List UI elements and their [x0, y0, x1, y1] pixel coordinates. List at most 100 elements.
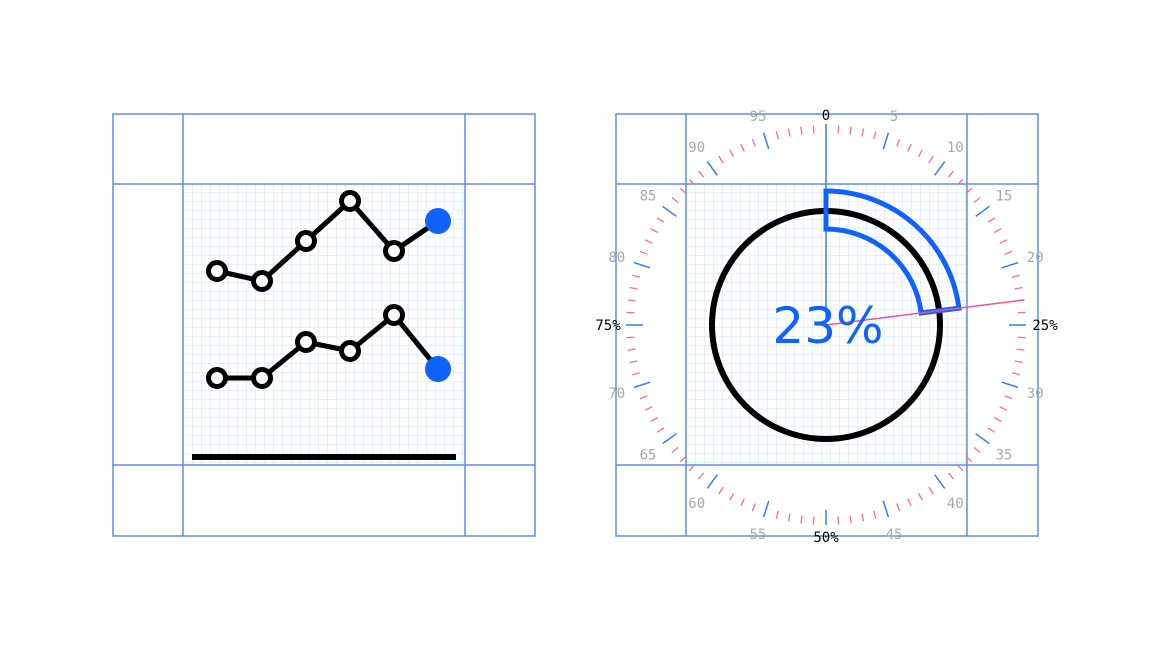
dial-major-tick — [706, 161, 718, 176]
dial-minor-tick — [896, 138, 901, 147]
dial-minor-tick — [873, 510, 877, 519]
dial-minor-tick — [632, 274, 641, 278]
dial-minor-tick — [812, 516, 815, 525]
dial-minor-tick — [812, 125, 815, 134]
dial-label-95: 95 — [750, 109, 767, 125]
dial-minor-tick — [837, 125, 840, 134]
series-point-marker — [339, 340, 361, 362]
dial-minor-tick — [644, 406, 653, 411]
dial-minor-tick — [751, 503, 756, 512]
dial-minor-tick — [907, 143, 912, 152]
dial-minor-tick — [800, 515, 803, 524]
dial-minor-tick — [627, 348, 636, 351]
dial-minor-tick — [849, 515, 852, 524]
dial-cardinal-label-50: 50% — [813, 530, 839, 546]
dial-minor-tick — [999, 406, 1008, 411]
dial-minor-tick — [639, 250, 648, 255]
line-chart-icon-spec — [112, 113, 536, 537]
dial-minor-tick — [775, 131, 779, 140]
dial-minor-tick — [718, 155, 724, 164]
dial-label-90: 90 — [688, 140, 705, 156]
dial-minor-tick — [965, 455, 973, 463]
dial-minor-tick — [800, 126, 803, 135]
dial-minor-tick — [947, 170, 955, 178]
series-point-marker — [251, 270, 273, 292]
series-point-marker — [383, 304, 405, 326]
dial-label-65: 65 — [640, 447, 657, 463]
dial-cardinal-label-25: 25% — [1032, 318, 1058, 334]
series-point-marker — [295, 331, 317, 353]
dial-minor-tick — [629, 360, 638, 364]
series-point-marker — [383, 240, 405, 262]
series-point-marker — [206, 260, 228, 282]
dial-major-tick — [882, 132, 890, 150]
dial-minor-tick — [632, 372, 641, 376]
dial-major-tick — [633, 381, 651, 389]
series-end-marker — [425, 356, 451, 382]
dial-label-80: 80 — [608, 250, 625, 266]
dial-label-35: 35 — [996, 447, 1013, 463]
progress-dial-icon-spec: 5 10 15 20 30 35 40 45 55 60 65 70 80 85 90 95 0 25% 50% 75… — [595, 108, 1058, 546]
dial-minor-tick — [639, 395, 648, 400]
left-keyline-frame — [112, 113, 536, 537]
dial-label-45: 45 — [886, 527, 903, 543]
dial-minor-tick — [787, 513, 791, 522]
dial-minor-tick — [729, 492, 735, 501]
dial-minor-tick — [1011, 372, 1020, 376]
dial-minor-tick — [896, 503, 901, 512]
line-series-group — [206, 190, 451, 389]
dial-minor-tick — [1016, 348, 1025, 351]
dial-label-10: 10 — [947, 140, 964, 156]
dial-minor-tick — [751, 138, 756, 147]
dial-major-tick — [882, 500, 890, 518]
dial-minor-tick — [697, 472, 705, 480]
dial-minor-tick — [928, 155, 934, 164]
dial-minor-tick — [849, 126, 852, 135]
dial-minor-tick — [671, 446, 679, 454]
dial-label-70: 70 — [608, 386, 625, 402]
dial-minor-tick — [861, 128, 865, 137]
dial-major-tick — [633, 261, 651, 269]
series-point-marker — [206, 367, 228, 389]
dial-minor-tick — [626, 336, 635, 339]
progress-pointer-line — [825, 299, 1025, 326]
dial-minor-tick — [973, 196, 981, 204]
dial-minor-tick — [917, 492, 923, 501]
dial-label-5: 5 — [890, 109, 898, 125]
dial-minor-tick — [973, 446, 981, 454]
dial-minor-tick — [775, 510, 779, 519]
dial-minor-tick — [1014, 286, 1023, 290]
dial-minor-tick — [1004, 250, 1013, 255]
dial-major-tick — [934, 474, 946, 489]
dial-minor-tick — [1014, 360, 1023, 364]
dial-minor-tick — [656, 217, 665, 223]
dial-minor-tick — [1011, 274, 1020, 278]
dial-minor-tick — [729, 149, 735, 158]
dial-minor-tick — [956, 178, 964, 186]
dial-major-tick — [975, 433, 990, 445]
dial-tick-group — [626, 125, 1026, 525]
dial-label-30: 30 — [1027, 386, 1044, 402]
dial-major-tick — [1001, 381, 1019, 389]
progress-arc — [823, 188, 962, 316]
progress-percent-label: 23% — [772, 297, 883, 355]
dial-minor-tick — [947, 472, 955, 480]
dial-label-55: 55 — [750, 527, 767, 543]
dial-minor-tick — [1017, 336, 1026, 339]
dial-major-tick — [934, 161, 946, 176]
dial-minor-tick — [740, 143, 745, 152]
dial-minor-tick — [688, 178, 696, 186]
dial-minor-tick — [873, 131, 877, 140]
dial-minor-tick — [837, 516, 840, 525]
dial-minor-tick — [907, 498, 912, 507]
series-end-marker — [425, 208, 451, 234]
dial-minor-tick — [688, 464, 696, 472]
dial-minor-tick — [679, 187, 687, 195]
dial-label-15: 15 — [996, 189, 1013, 205]
dial-cardinal-label-0: 0 — [822, 108, 830, 124]
left-grid-area — [183, 184, 465, 465]
series-point-marker — [339, 190, 361, 212]
dial-minor-tick — [1017, 311, 1026, 314]
dial-major-tick — [1001, 261, 1019, 269]
